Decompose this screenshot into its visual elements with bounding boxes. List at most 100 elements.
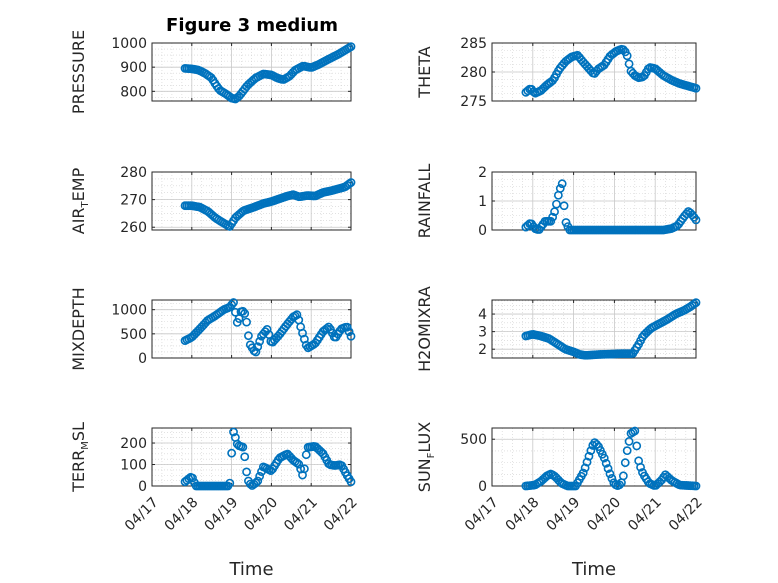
data-point <box>546 216 556 226</box>
data-point <box>344 327 354 337</box>
data-point <box>630 426 640 436</box>
y-tick-label: 285 <box>460 36 487 52</box>
data-point <box>636 462 645 472</box>
data-point <box>240 452 250 462</box>
y-tick-label: 0 <box>138 351 147 367</box>
data-point <box>691 298 701 308</box>
x-axis-label: Time <box>228 559 273 580</box>
data-point <box>615 480 624 490</box>
data-point <box>301 450 311 460</box>
data-point <box>344 179 354 189</box>
data-point <box>578 468 588 478</box>
data-point <box>245 479 255 489</box>
data-point <box>691 215 701 225</box>
data-point <box>225 478 235 488</box>
y-tick-label: 280 <box>120 165 147 181</box>
y-tick-label: 1000 <box>111 303 147 319</box>
y-tick-label: 0 <box>478 479 487 495</box>
x-tick-label: 04/19 <box>202 494 242 534</box>
x-tick-label: 04/20 <box>584 494 624 534</box>
data-point <box>557 179 567 189</box>
y-tick-label: 900 <box>120 60 147 76</box>
y-tick-label: 800 <box>120 84 147 100</box>
data-point <box>691 83 701 93</box>
data-point <box>601 458 611 468</box>
y-axis-label: THETA <box>415 46 434 98</box>
y-tick-label: 260 <box>120 220 147 236</box>
y-tick-label: 500 <box>460 432 487 448</box>
data-point <box>251 478 261 488</box>
axes-box <box>151 42 352 102</box>
x-tick-label: 04/19 <box>544 494 584 534</box>
y-axis-label: SUNFLUX <box>415 422 437 492</box>
x-axis-label: Time <box>571 559 616 580</box>
data-point <box>586 446 596 456</box>
data-point <box>592 440 601 449</box>
panel-terrmsl: 0 100 200 04/17 04/18 04/19 04/20 04/21 04/22 Tim… <box>69 422 361 580</box>
y-axis-label: TERRMSL <box>69 422 91 493</box>
y-tick-label: 500 <box>120 327 147 343</box>
data-point <box>346 331 356 341</box>
data-point <box>262 325 272 334</box>
data-point <box>227 300 237 310</box>
data-point <box>689 299 699 309</box>
panel-theta: 275 280 285 THETA <box>415 36 701 110</box>
data-point <box>550 207 559 217</box>
panel-airtemp: 260 270 280 AIRTEMP <box>69 165 356 236</box>
x-tick-label: 04/18 <box>503 494 543 534</box>
panel-sunflux: 0 500 04/17 04/18 04/19 04/20 04/21 04/22 Time SU… <box>415 422 706 580</box>
data-point <box>242 317 251 327</box>
y-tick-label: 0 <box>138 479 147 495</box>
y-tick-label: 3 <box>478 325 487 341</box>
y-tick-label: 275 <box>460 94 487 110</box>
x-tick-label: 04/22 <box>666 494 706 534</box>
y-tick-label: 1 <box>478 194 487 210</box>
data-point <box>603 464 613 473</box>
x-tick-label: 04/20 <box>241 494 281 534</box>
y-axis-label: RAINFALL <box>415 164 434 239</box>
data-point <box>624 59 634 69</box>
data-point <box>599 453 609 463</box>
data-point <box>292 310 302 320</box>
panel-pressure: 800 900 1000 PRESSURE <box>69 30 356 114</box>
x-tick-label: 04/21 <box>625 494 665 534</box>
data-point <box>242 467 251 477</box>
data-point <box>238 306 248 316</box>
data-point <box>622 51 632 61</box>
data-point <box>229 298 238 307</box>
data-point <box>253 342 263 352</box>
data-point <box>580 463 590 473</box>
data-point <box>559 201 569 211</box>
y-tick-label: 100 <box>120 458 147 474</box>
data-point <box>292 458 302 468</box>
data-point <box>251 347 261 357</box>
data-point <box>244 331 253 341</box>
data-point <box>227 448 237 458</box>
y-tick-label: 2 <box>478 342 487 358</box>
y-axis-label: MIXDEPTH <box>69 287 88 370</box>
data-point <box>294 459 304 469</box>
data-point <box>605 469 615 479</box>
figure-title: Figure 3 medium <box>166 15 338 36</box>
y-tick-label: 270 <box>120 193 147 209</box>
panel-h2omixra: 23 4 H2OMIXRA <box>415 286 701 372</box>
data-point <box>229 427 238 437</box>
data-point <box>548 212 558 222</box>
y-tick-label: 200 <box>120 436 147 452</box>
data-point <box>584 451 594 461</box>
y-tick-label: 1000 <box>111 36 147 52</box>
x-tick-label: 04/17 <box>122 494 162 534</box>
y-tick-label: 4 <box>478 307 487 323</box>
data-point <box>346 42 356 52</box>
panel-rainfall: 0 1 2 RAINFALL <box>415 164 701 239</box>
data-point <box>555 184 565 193</box>
data-point <box>240 309 250 318</box>
data-point <box>299 464 309 474</box>
data-point <box>632 441 642 451</box>
panel-mixdepth: 0 500 1000 MIXDEPTH <box>69 287 356 371</box>
data-point <box>346 477 356 487</box>
data-point <box>238 442 248 452</box>
axes-box <box>151 171 352 231</box>
data-point <box>618 471 628 481</box>
